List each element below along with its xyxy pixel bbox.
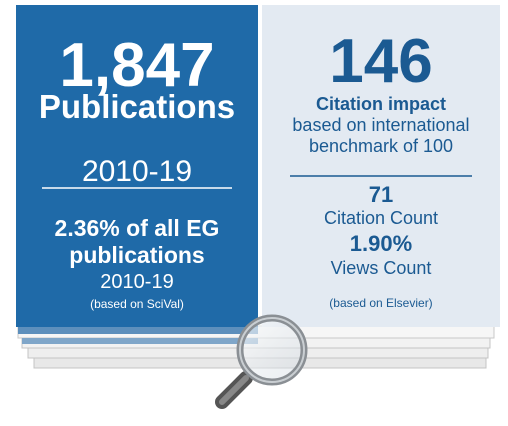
impact-label: Citation impact xyxy=(316,94,446,114)
share-period: 2010-19 xyxy=(100,271,173,293)
source-note: (based on Elsevier) xyxy=(329,296,432,310)
publication-label: Publications xyxy=(39,88,235,125)
citation-label: Citation Count xyxy=(324,208,438,228)
source-note: (based on SciVal) xyxy=(90,297,184,311)
impact-desc: benchmark of 100 xyxy=(309,136,453,156)
impact-value: 146 xyxy=(329,27,432,96)
impact-desc: based on international xyxy=(292,115,469,135)
citation-value: 71 xyxy=(369,182,393,207)
infographic: 1,847 Publications 2010-19 2.36% of all … xyxy=(0,0,508,421)
share-text: 2.36% of all EG xyxy=(55,215,220,241)
share-text: publications xyxy=(69,242,204,268)
views-value: 1.90% xyxy=(350,231,412,256)
period: 2010-19 xyxy=(82,155,192,188)
views-label: Views Count xyxy=(331,258,432,278)
